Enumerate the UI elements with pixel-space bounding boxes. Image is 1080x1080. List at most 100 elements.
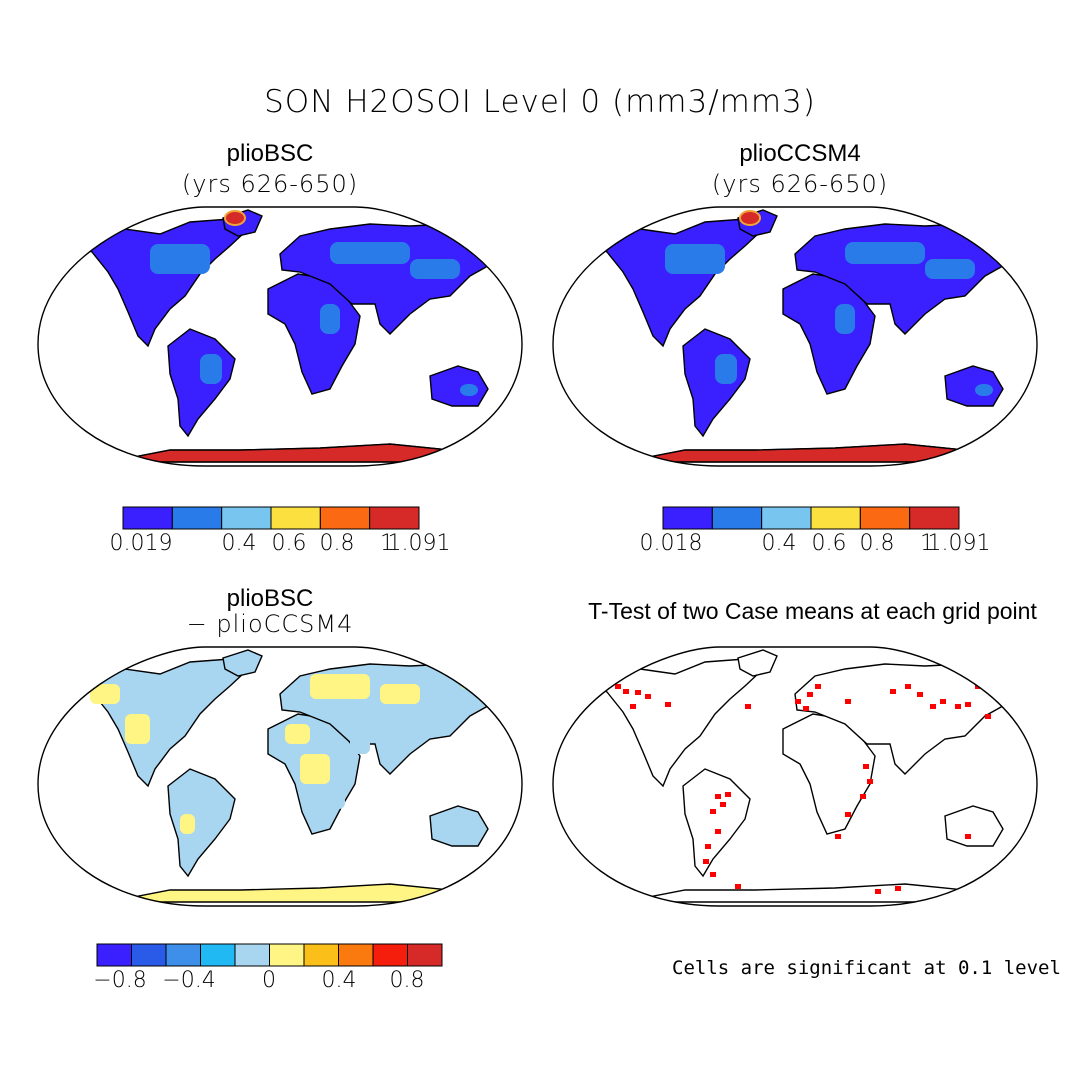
moist-region: [150, 244, 210, 274]
continent-samerica: [167, 768, 236, 878]
significant-cell: [803, 706, 809, 711]
significant-cell: [725, 792, 731, 797]
colorbar-swatch: [96, 943, 132, 967]
positive-anomaly: [125, 714, 150, 744]
colorbar-tick-label: −0.8: [93, 968, 147, 993]
significant-cell: [845, 812, 851, 817]
significant-cell: [985, 714, 991, 719]
moist-region: [460, 384, 478, 396]
significant-cell: [955, 704, 961, 709]
positive-anomaly: [90, 684, 120, 704]
continent-australia: [429, 805, 489, 847]
colorbar-tick-label: 0.018: [639, 531, 703, 556]
significant-cell: [815, 684, 821, 689]
colorbar-swatch: [319, 506, 371, 530]
significant-cell: [645, 694, 651, 699]
map-frame: [37, 206, 523, 467]
panel-subtitle-top-left: (yrs 626-650): [181, 170, 359, 198]
map-bottom-right: [552, 646, 1038, 907]
panel-title-bottom-left: plioBSC: [226, 585, 314, 612]
colorbar-tick-label: −0.4: [162, 968, 216, 993]
colorbar-swatch: [859, 506, 911, 530]
colorbar-swatch: [372, 943, 408, 967]
significance-note: Cells are significant at 0.1 level: [672, 957, 1061, 979]
colorbar-swatch: [131, 943, 167, 967]
panel-title-top-right: plioCCSM4: [739, 140, 861, 167]
continent-australia: [944, 365, 1004, 407]
colorbar-top-left: [122, 506, 420, 530]
colorbar-swatch: [338, 943, 374, 967]
negative-anomaly: [330, 784, 345, 809]
moist-region: [330, 242, 410, 264]
significant-cell: [715, 829, 721, 834]
negative-anomaly: [350, 734, 370, 754]
moist-region: [835, 304, 855, 334]
colorbar-swatch: [711, 506, 763, 530]
colorbar-tick-label: 1.091: [387, 531, 451, 556]
continent-samerica: [682, 768, 751, 878]
continent-greenland: [222, 649, 263, 677]
map-top-left: [37, 206, 523, 467]
significant-cell: [705, 844, 711, 849]
panel-title-top-left: plioBSC: [226, 140, 314, 167]
significant-cell: [715, 794, 721, 799]
colorbar-tick-label: 0.6: [811, 531, 847, 556]
colorbar-swatch: [407, 943, 443, 967]
map-frame: [37, 646, 523, 907]
moist-region: [200, 354, 222, 384]
significant-cell: [835, 834, 841, 839]
moist-region: [925, 259, 975, 279]
colorbar-tick-label: 0.6: [271, 531, 307, 556]
significant-cell: [630, 704, 636, 709]
significant-cell: [615, 684, 621, 689]
map-frame: [552, 206, 1038, 467]
positive-anomaly: [300, 754, 330, 784]
significant-cell: [703, 859, 709, 864]
moist-region: [845, 242, 925, 264]
map-frame: [552, 646, 1038, 907]
moist-region: [410, 259, 460, 279]
significant-cell: [965, 702, 971, 707]
ice-cap: [224, 210, 246, 226]
significant-cell: [795, 699, 801, 704]
continent-eurasia: [794, 663, 1016, 775]
colorbar-top-right: [662, 506, 960, 530]
significant-cell: [863, 764, 869, 769]
negative-anomaly: [190, 784, 210, 804]
colorbar-tick-label: 0.4: [221, 531, 257, 556]
significant-cell: [940, 699, 946, 704]
continent-greenland: [737, 649, 778, 677]
colorbar-bottom-left: [96, 943, 443, 967]
map-top-right: [552, 206, 1038, 467]
colorbar-tick-label: 0.8: [319, 531, 355, 556]
colorbar-tick-label: 0.019: [109, 531, 173, 556]
colorbar-swatch: [270, 506, 321, 530]
positive-anomaly: [180, 814, 195, 834]
moist-region: [665, 244, 725, 274]
figure-title: SON H2OSOI Level 0 (mm3/mm3): [264, 84, 816, 120]
significant-cell: [710, 809, 716, 814]
positive-anomaly: [285, 724, 310, 744]
significant-cell: [807, 692, 813, 697]
colorbar-tick-label: 1.091: [927, 531, 991, 556]
colorbar-swatch: [269, 943, 305, 967]
moist-region: [715, 354, 737, 384]
colorbar-tick-label: 1: [920, 531, 934, 556]
significant-cell: [635, 690, 641, 695]
colorbar-swatch: [234, 943, 270, 967]
colorbar-swatch: [171, 506, 223, 530]
significant-cell: [710, 872, 716, 877]
moist-region: [975, 384, 993, 396]
moist-region: [320, 304, 340, 334]
colorbar-swatch: [369, 506, 420, 530]
significant-cell: [860, 794, 866, 799]
colorbar-swatch: [761, 506, 812, 530]
colorbar-swatch: [303, 943, 339, 967]
significant-cell: [867, 779, 873, 784]
significant-cell: [930, 704, 936, 709]
panel-subtitle-top-right: (yrs 626-650): [711, 170, 889, 198]
colorbar-swatch: [221, 506, 272, 530]
colorbar-swatch: [165, 943, 201, 967]
significant-cell: [917, 692, 923, 697]
map-bottom-left: [37, 646, 523, 907]
